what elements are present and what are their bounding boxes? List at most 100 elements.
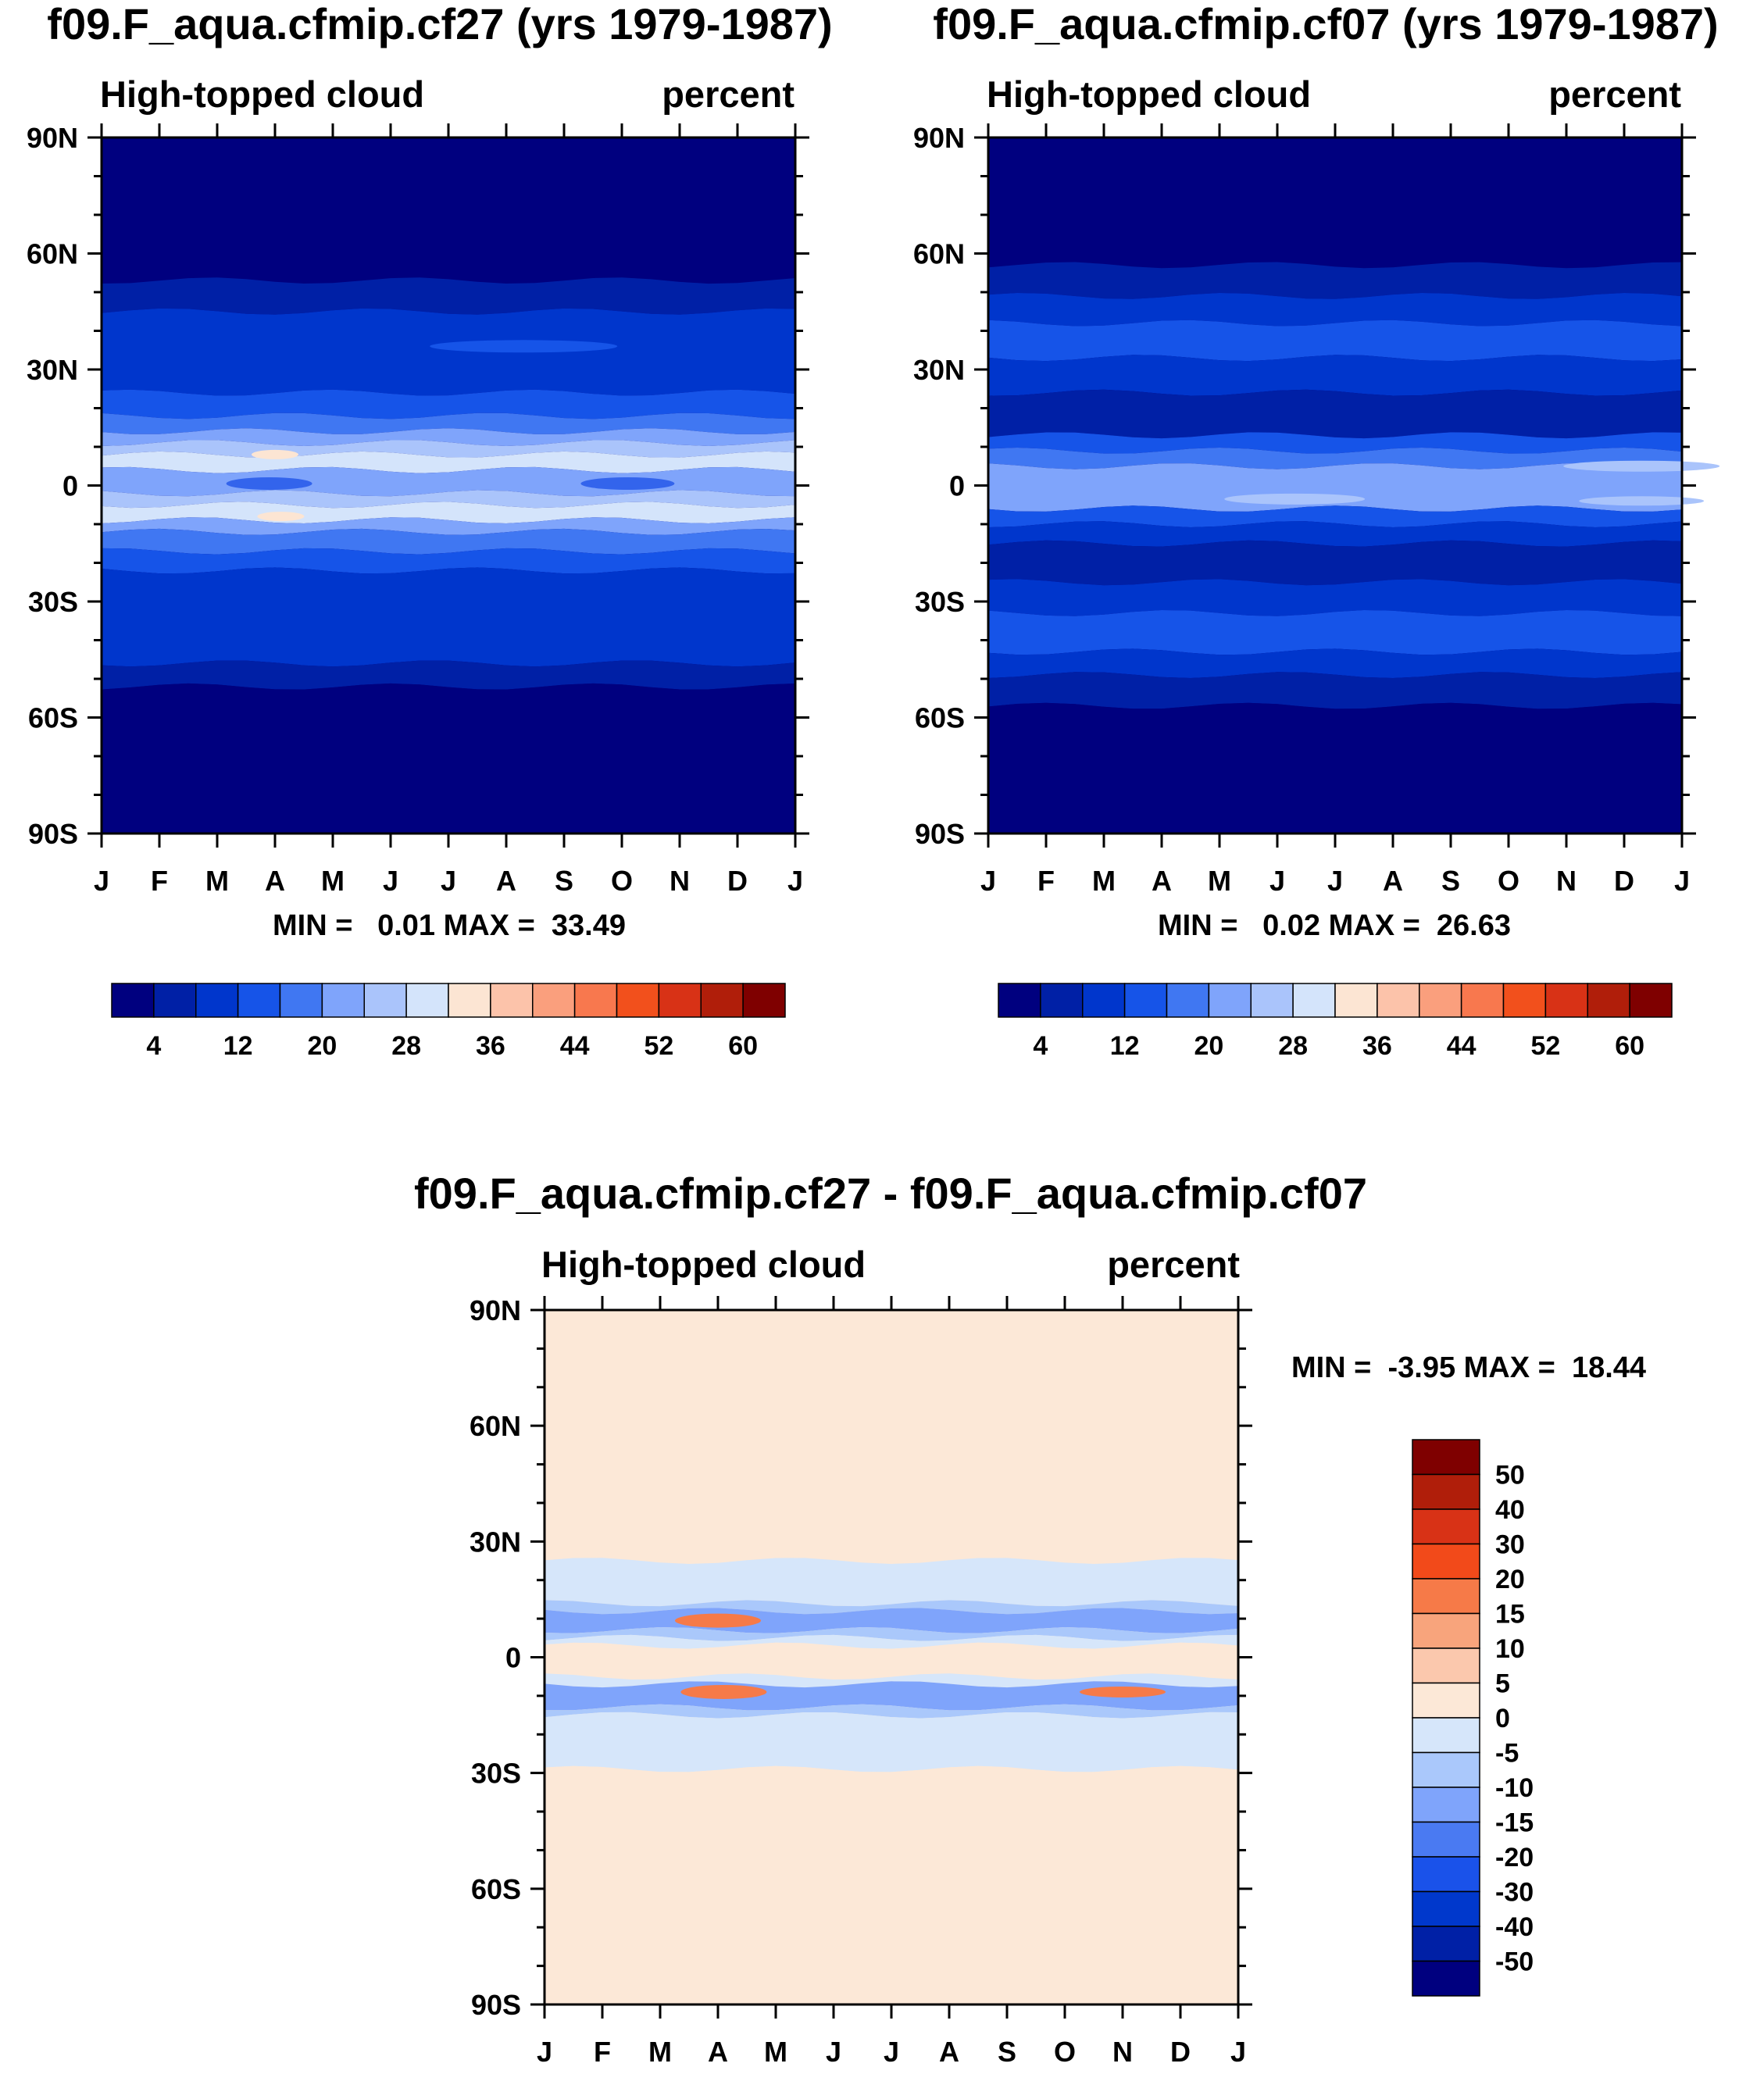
- contour-band: [545, 1712, 1238, 1772]
- x-tick-label: F: [594, 2036, 611, 2068]
- min-max-label: MIN = 0.01 MAX = 33.49: [273, 909, 626, 942]
- colorbar-swatch: [1629, 983, 1673, 1018]
- x-tick-label: M: [321, 865, 345, 897]
- colorbar-swatch: [279, 983, 323, 1018]
- contour-band: [988, 262, 1682, 299]
- x-tick-label: J: [1230, 2036, 1246, 2068]
- colorbar-label: 30: [1495, 1530, 1525, 1560]
- colorbar-label: 4: [1033, 1031, 1048, 1061]
- colorbar-swatch: [490, 983, 534, 1018]
- y-tick-label: 90S: [915, 818, 965, 850]
- contour-band: [545, 1558, 1238, 1607]
- colorbar: 4 12 20 28 36 44 52 60: [998, 983, 1673, 1061]
- contour-patch: [226, 477, 312, 491]
- colorbar-label: 12: [223, 1031, 253, 1061]
- panel-title: f09.F_aqua.cfmip.cf27 - f09.F_aqua.cfmip…: [414, 1169, 1367, 1218]
- plot-axes: 90N 60N 30N 0 30S 60S 90S J F M A M J J A S O N D J: [470, 1294, 1252, 2068]
- contour-band: [988, 137, 1682, 269]
- colorbar-swatch: [1250, 983, 1294, 1018]
- colorbar-swatch: [405, 983, 449, 1018]
- colorbar-swatch: [1412, 1751, 1480, 1788]
- x-tick-label: O: [1054, 2036, 1076, 2068]
- colorbar-swatch: [1292, 983, 1336, 1018]
- contour-band: [988, 610, 1682, 655]
- y-tick-label: 90N: [27, 122, 78, 154]
- y-tick-label: 60S: [915, 702, 965, 734]
- colorbar-swatch: [153, 983, 197, 1018]
- contour-patch: [257, 512, 305, 522]
- y-tick-label: 30S: [915, 586, 965, 618]
- panel-title: f09.F_aqua.cfmip.cf27 (yrs 1979-1987): [47, 0, 832, 48]
- x-tick-label: J: [826, 2036, 841, 2068]
- min-max-label: MIN = -3.95 MAX = 18.44: [1291, 1351, 1646, 1384]
- colorbar-label: 15: [1495, 1600, 1525, 1630]
- contour-patch: [680, 1684, 767, 1699]
- y-tick-label: 60N: [27, 238, 78, 270]
- colorbar-swatch: [700, 983, 744, 1018]
- colorbar-swatch: [1412, 1439, 1480, 1476]
- contour-band: [545, 1765, 1238, 2004]
- colorbar-swatch: [1166, 983, 1210, 1018]
- colorbar: 4 12 20 28 36 44 52 60: [111, 983, 786, 1061]
- colorbar-swatch: [998, 983, 1041, 1018]
- colorbar-swatch: [1544, 983, 1588, 1018]
- colorbar-swatch: [321, 983, 365, 1018]
- contour-patch: [580, 477, 675, 491]
- x-tick-label: N: [1556, 865, 1577, 897]
- colorbar-label: 52: [644, 1031, 673, 1061]
- colorbar-label: 60: [728, 1031, 758, 1061]
- y-tick-label: 90S: [28, 818, 78, 850]
- colorbar-swatch: [1412, 1821, 1480, 1858]
- contour-patch: [252, 449, 298, 459]
- colorbar-swatch: [1412, 1960, 1480, 1997]
- colorbar-label: 28: [391, 1031, 421, 1061]
- colorbar-swatch: [1502, 983, 1547, 1018]
- min-max-label: MIN = 0.02 MAX = 26.63: [1158, 909, 1511, 942]
- y-tick-label: 30S: [471, 1758, 521, 1790]
- contour-patch: [932, 1519, 966, 1533]
- units-label: percent: [662, 73, 795, 115]
- colorbar-swatch: [1412, 1473, 1480, 1510]
- x-tick-label: O: [1498, 865, 1519, 897]
- colorbar-swatch: [1412, 1647, 1480, 1684]
- x-tick-label: F: [151, 865, 168, 897]
- colorbar-label: -10: [1495, 1773, 1534, 1803]
- x-tick-label: F: [1037, 865, 1055, 897]
- contour-patch: [430, 340, 618, 353]
- colorbar-swatch: [1412, 1787, 1480, 1823]
- contour-band: [545, 1600, 1238, 1615]
- contour-band: [102, 451, 795, 473]
- contour-patch: [1579, 496, 1705, 506]
- panel-title: f09.F_aqua.cfmip.cf07 (yrs 1979-1987): [933, 0, 1718, 48]
- contour-band: [102, 548, 795, 574]
- colorbar-swatch: [658, 983, 702, 1018]
- x-tick-label: A: [496, 865, 516, 897]
- panel-cf07: f09.F_aqua.cfmip.cf07 (yrs 1979-1987) Hi…: [913, 0, 1720, 1061]
- colorbar-label: -20: [1495, 1843, 1534, 1872]
- x-tick-label: J: [884, 2036, 899, 2068]
- colorbar-label: 52: [1530, 1031, 1560, 1061]
- colorbar-swatch: [1419, 983, 1462, 1018]
- contour-band: [988, 521, 1682, 547]
- y-tick-label: 0: [949, 470, 965, 502]
- contour-band: [102, 389, 795, 419]
- colorbar-label: 44: [560, 1031, 590, 1061]
- units-label: percent: [1548, 73, 1681, 115]
- x-tick-label: J: [94, 865, 109, 897]
- x-tick-label: J: [1674, 865, 1690, 897]
- contour-patch: [1563, 460, 1720, 472]
- colorbar-swatch: [237, 983, 281, 1018]
- panel-difference: f09.F_aqua.cfmip.cf27 - f09.F_aqua.cfmip…: [414, 1169, 1646, 2068]
- x-tick-label: J: [1327, 865, 1343, 897]
- contour-band: [545, 1627, 1238, 1641]
- contour-patch: [1080, 1686, 1166, 1697]
- colorbar-label: -30: [1495, 1878, 1534, 1908]
- x-tick-label: J: [787, 865, 803, 897]
- y-tick-label: 60N: [913, 238, 965, 270]
- y-tick-label: 90N: [470, 1294, 521, 1326]
- contour-band: [988, 432, 1682, 454]
- y-tick-label: 60S: [471, 1873, 521, 1905]
- colorbar-swatch: [1334, 983, 1378, 1018]
